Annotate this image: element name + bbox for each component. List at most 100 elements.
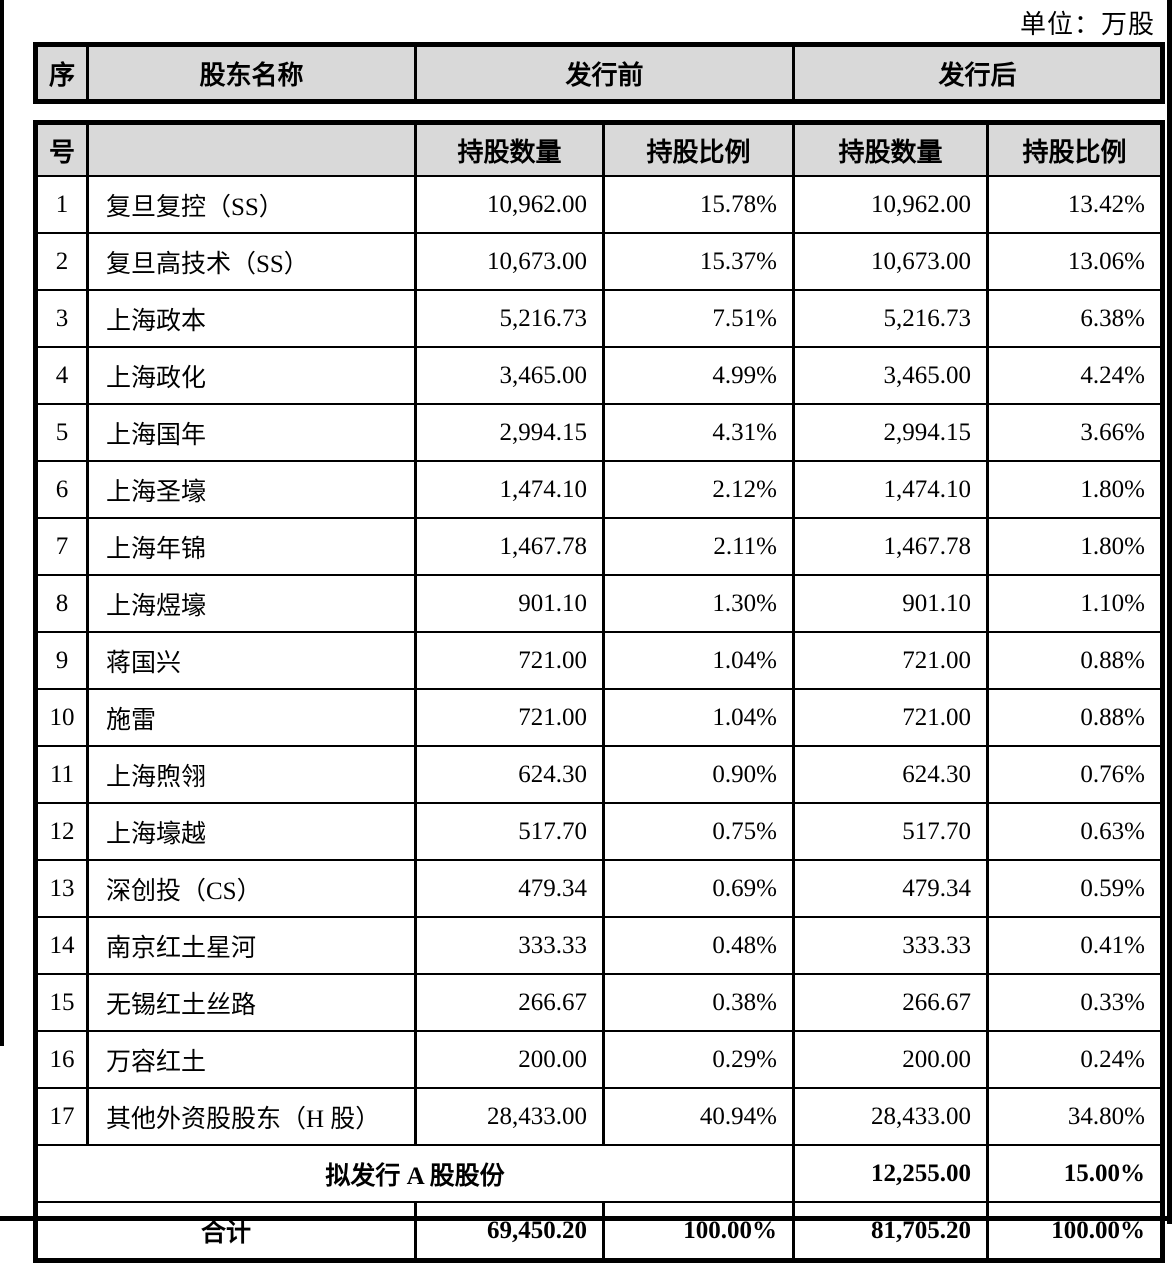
row-pre-pct-cell: 7.51%: [602, 289, 795, 348]
row-pre-qty-cell: 3,465.00: [414, 346, 605, 405]
row-post-pct-cell: 0.88%: [986, 688, 1164, 747]
row-pre-qty-cell: 2,994.15: [414, 403, 605, 462]
row-name-cell: 南京红土星河: [86, 916, 417, 975]
row-pre-qty-cell: 479.34: [414, 859, 605, 918]
row-post-qty-cell: 479.34: [792, 859, 989, 918]
row-pre-qty-cell: 1,474.10: [414, 460, 605, 519]
header-seq-top: 序: [34, 43, 89, 103]
header-post-pct: 持股比例: [986, 121, 1164, 177]
row-pre-pct-cell: 15.78%: [602, 175, 795, 234]
table-row: 3 上海政本 5,216.73 7.51% 5,216.73 6.38%: [34, 289, 1164, 348]
header-shareholder: 股东名称: [86, 43, 417, 103]
header-pre-pct: 持股比例: [602, 121, 795, 177]
row-post-qty-cell: 200.00: [792, 1030, 989, 1089]
table-row: 1 复旦复控（SS） 10,962.00 15.78% 10,962.00 13…: [34, 175, 1164, 234]
table-row: 12 上海壕越 517.70 0.75% 517.70 0.63%: [34, 802, 1164, 861]
row-pre-qty-cell: 721.00: [414, 631, 605, 690]
row-seq-cell: 1: [34, 175, 89, 234]
table-row: 15 无锡红土丝路 266.67 0.38% 266.67 0.33%: [34, 973, 1164, 1032]
row-seq-cell: 14: [34, 916, 89, 975]
unit-label: 单位：万股: [1019, 10, 1155, 39]
row-name-cell: 上海年锦: [86, 517, 417, 576]
row-name-cell: 深创投（CS）: [86, 859, 417, 918]
header-empty-cell: [86, 121, 417, 177]
total-row: 合计 69,450.20 100.00% 81,705.20 100.00%: [34, 1201, 1164, 1262]
header-post-qty: 持股数量: [792, 121, 989, 177]
row-pre-pct-cell: 1.04%: [602, 631, 795, 690]
row-post-qty-cell: 624.30: [792, 745, 989, 804]
row-post-qty-cell: 333.33: [792, 916, 989, 975]
table-row: 17 其他外资股股东（H 股） 28,433.00 40.94% 28,433.…: [34, 1087, 1164, 1146]
row-name-cell: 其他外资股股东（H 股）: [86, 1087, 417, 1146]
header-pre-issue: 发行前: [414, 43, 795, 103]
row-seq-cell: 6: [34, 460, 89, 519]
row-seq-cell: 15: [34, 973, 89, 1032]
page-frame-left: [0, 0, 4, 1046]
row-post-pct-cell: 13.06%: [986, 232, 1164, 291]
row-pre-qty-cell: 200.00: [414, 1030, 605, 1089]
row-seq-cell: 11: [34, 745, 89, 804]
row-post-pct-cell: 0.63%: [986, 802, 1164, 861]
row-seq-cell: 16: [34, 1030, 89, 1089]
row-name-cell: 复旦复控（SS）: [86, 175, 417, 234]
row-seq-cell: 12: [34, 802, 89, 861]
row-post-pct-cell: 13.42%: [986, 175, 1164, 234]
shareholder-rows: 1 复旦复控（SS） 10,962.00 15.78% 10,962.00 13…: [34, 175, 1164, 1146]
row-post-qty-cell: 721.00: [792, 631, 989, 690]
header-post-issue: 发行后: [792, 43, 1164, 103]
table-row: 16 万容红土 200.00 0.29% 200.00 0.24%: [34, 1030, 1164, 1089]
row-post-qty-cell: 517.70: [792, 802, 989, 861]
a-share-post-pct: 15.00%: [986, 1144, 1164, 1203]
row-post-qty-cell: 901.10: [792, 574, 989, 633]
row-name-cell: 无锡红土丝路: [86, 973, 417, 1032]
table-header-band: 序 股东名称 发行前 发行后: [33, 42, 1165, 104]
row-seq-cell: 2: [34, 232, 89, 291]
row-post-qty-cell: 3,465.00: [792, 346, 989, 405]
header-seq-bottom: 号: [34, 121, 89, 177]
sub-header-row: 号 持股数量 持股比例 持股数量 持股比例: [34, 121, 1164, 177]
row-name-cell: 复旦高技术（SS）: [86, 232, 417, 291]
total-post-qty: 81,705.20: [792, 1201, 989, 1262]
row-pre-qty-cell: 28,433.00: [414, 1087, 605, 1146]
row-name-cell: 上海壕越: [86, 802, 417, 861]
row-pre-qty-cell: 624.30: [414, 745, 605, 804]
row-seq-cell: 10: [34, 688, 89, 747]
row-post-pct-cell: 6.38%: [986, 289, 1164, 348]
row-pre-qty-cell: 266.67: [414, 973, 605, 1032]
row-pre-pct-cell: 4.31%: [602, 403, 795, 462]
row-post-qty-cell: 1,467.78: [792, 517, 989, 576]
table-row: 4 上海政化 3,465.00 4.99% 3,465.00 4.24%: [34, 346, 1164, 405]
table-row: 9 蒋国兴 721.00 1.04% 721.00 0.88%: [34, 631, 1164, 690]
row-name-cell: 上海煜壕: [86, 574, 417, 633]
row-post-qty-cell: 10,962.00: [792, 175, 989, 234]
row-pre-pct-cell: 0.90%: [602, 745, 795, 804]
row-seq-cell: 9: [34, 631, 89, 690]
row-seq-cell: 4: [34, 346, 89, 405]
row-post-pct-cell: 1.10%: [986, 574, 1164, 633]
header-band-row: 序 股东名称 发行前 发行后: [34, 43, 1164, 103]
row-post-qty-cell: 721.00: [792, 688, 989, 747]
row-post-pct-cell: 0.41%: [986, 916, 1164, 975]
total-pre-qty: 69,450.20: [414, 1201, 605, 1262]
row-seq-cell: 13: [34, 859, 89, 918]
row-post-pct-cell: 0.76%: [986, 745, 1164, 804]
row-post-qty-cell: 266.67: [792, 973, 989, 1032]
row-pre-qty-cell: 517.70: [414, 802, 605, 861]
table-row: 5 上海国年 2,994.15 4.31% 2,994.15 3.66%: [34, 403, 1164, 462]
row-name-cell: 蒋国兴: [86, 631, 417, 690]
row-pre-pct-cell: 0.38%: [602, 973, 795, 1032]
table-row: 2 复旦高技术（SS） 10,673.00 15.37% 10,673.00 1…: [34, 232, 1164, 291]
row-pre-pct-cell: 0.29%: [602, 1030, 795, 1089]
row-post-qty-cell: 2,994.15: [792, 403, 989, 462]
shareholding-table: 号 持股数量 持股比例 持股数量 持股比例 1 复旦复控（SS） 10,962.…: [33, 120, 1165, 1263]
row-name-cell: 施雷: [86, 688, 417, 747]
row-pre-pct-cell: 1.30%: [602, 574, 795, 633]
row-post-qty-cell: 28,433.00: [792, 1087, 989, 1146]
row-post-qty-cell: 10,673.00: [792, 232, 989, 291]
row-post-pct-cell: 0.88%: [986, 631, 1164, 690]
row-post-qty-cell: 5,216.73: [792, 289, 989, 348]
a-share-row: 拟发行 A 股股份 12,255.00 15.00%: [34, 1144, 1164, 1203]
row-pre-pct-cell: 0.69%: [602, 859, 795, 918]
row-post-pct-cell: 0.59%: [986, 859, 1164, 918]
